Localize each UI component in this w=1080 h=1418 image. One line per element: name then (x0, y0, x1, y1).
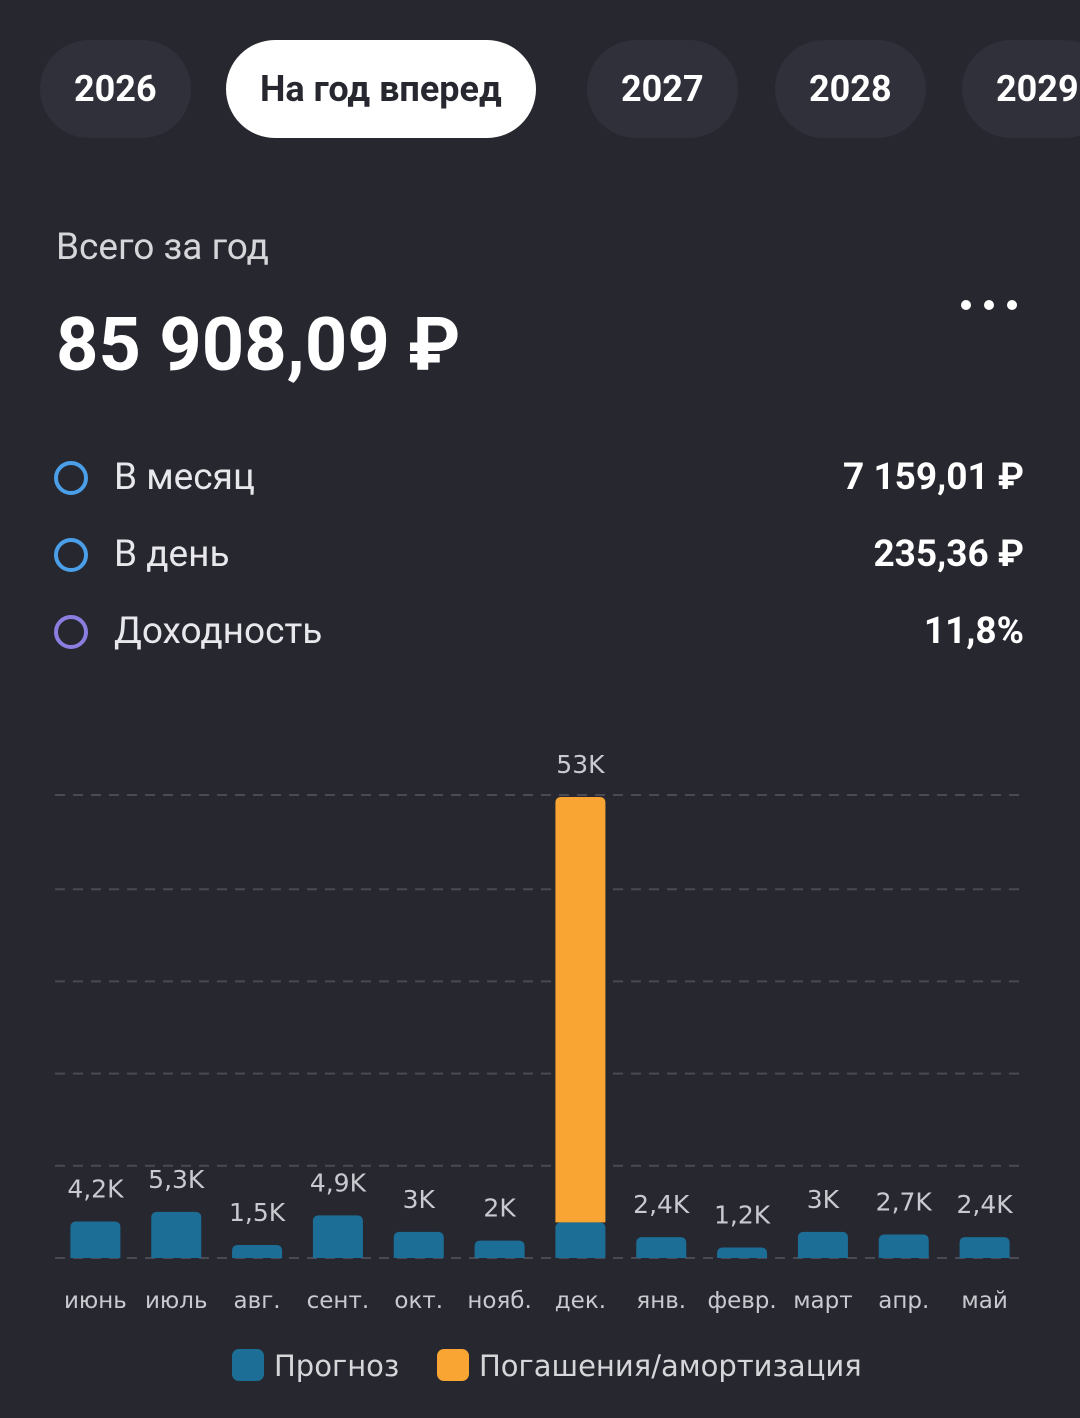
row-value: 7 159,01 ₽ (843, 456, 1024, 499)
more-button[interactable] (950, 285, 1080, 325)
year-tab[interactable]: 2029 (962, 40, 1080, 138)
summary-row: Доходность 11,8% (54, 610, 1024, 660)
x-tick-label: сент. (307, 1288, 370, 1314)
summary-label: Всего за год (56, 226, 269, 269)
x-tick-label: авг. (234, 1288, 281, 1314)
x-tick-label: май (961, 1288, 1007, 1314)
x-tick-label: окт. (394, 1288, 443, 1314)
x-tick-label: янв. (636, 1288, 686, 1314)
x-tick-label: дек. (555, 1288, 606, 1314)
total-label: 3K (807, 1185, 840, 1214)
dot (984, 300, 994, 310)
bar-segment (232, 1244, 283, 1258)
row-label: В день (114, 533, 230, 576)
x-tick-label: июнь (64, 1288, 127, 1314)
dot (961, 300, 971, 310)
total-label: 53K (556, 750, 605, 779)
legend-swatch (232, 1349, 264, 1381)
total-label: 2,7K (876, 1188, 933, 1217)
row-label: Доходность (114, 610, 323, 653)
year-tab[interactable]: 2026 (40, 40, 191, 138)
total-label: 1,2K (714, 1201, 771, 1230)
bar-segment (878, 1234, 929, 1258)
x-tick-label: нояб. (467, 1288, 531, 1314)
summary-row: В месяц 7 159,01 ₽ (54, 456, 1024, 506)
year-tab[interactable]: На год вперед (226, 40, 536, 138)
row-value: 11,8% (923, 610, 1024, 653)
x-tick-label: март (793, 1288, 852, 1314)
total-label: 4,2K (67, 1174, 124, 1203)
total-label: 2K (483, 1194, 516, 1223)
bar-segment (474, 1240, 525, 1258)
bar-segment (151, 1211, 202, 1258)
dot (1007, 300, 1017, 310)
total-label: 3K (403, 1185, 436, 1214)
x-tick-label: февр. (707, 1288, 776, 1314)
row-icon (54, 461, 88, 495)
bar-segment (797, 1231, 848, 1258)
bar-segment (393, 1231, 444, 1258)
year-tabs: 2026 На год вперед 2027 2028 2029 (0, 40, 1080, 140)
total-label: 2,4K (957, 1190, 1014, 1219)
total-label: 1,5K (229, 1198, 286, 1227)
row-icon (54, 538, 88, 572)
bar-segment (70, 1221, 121, 1258)
row-value: 235,36 ₽ (873, 533, 1024, 576)
bar-segment (959, 1237, 1010, 1258)
row-label: В месяц (114, 456, 255, 499)
total-label: 4,9K (310, 1168, 367, 1197)
total-label: 2,4K (633, 1190, 690, 1219)
bar-segment (717, 1247, 768, 1258)
legend-label: Прогноз (274, 1349, 399, 1383)
summary-row: В день 235,36 ₽ (54, 533, 1024, 583)
bar-segment (312, 1215, 363, 1258)
x-tick-label: июль (145, 1288, 208, 1314)
legend-label: Погашения/амортизация (479, 1349, 862, 1383)
x-tick-label: апр. (878, 1288, 929, 1314)
summary-total: 85 908,09 ₽ (56, 302, 461, 389)
total-label: 5,3K (148, 1165, 205, 1194)
row-icon (54, 615, 88, 649)
bar-segment (555, 797, 606, 1223)
legend-swatch (437, 1349, 469, 1381)
bar-segment (636, 1237, 687, 1258)
year-tab[interactable]: 2027 (587, 40, 738, 138)
year-tab[interactable]: 2028 (775, 40, 926, 138)
bar-segment (555, 1222, 606, 1258)
